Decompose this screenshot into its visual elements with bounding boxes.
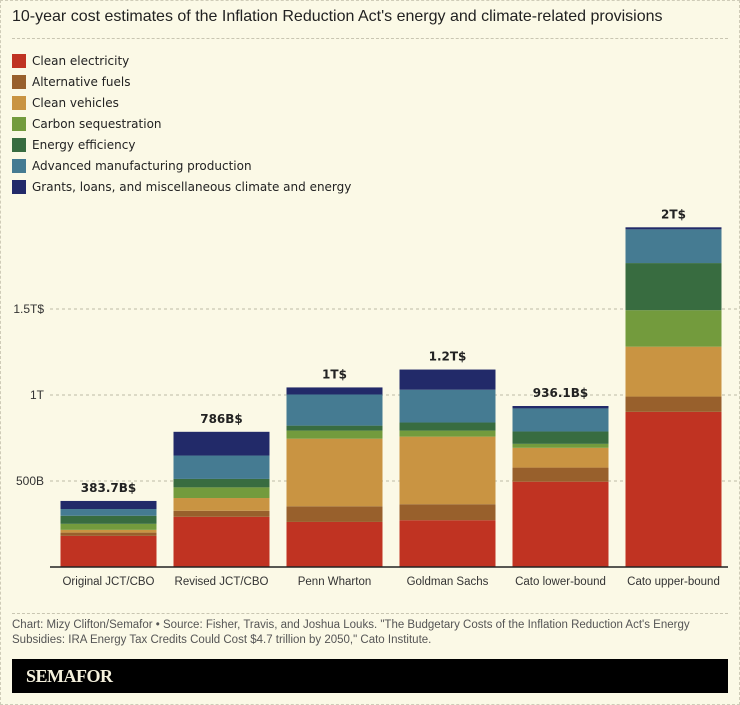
bar-segment — [625, 229, 722, 264]
legend-item: Clean vehicles — [12, 92, 351, 113]
legend-swatch — [12, 179, 26, 194]
legend-label: Advanced manufacturing production — [32, 158, 252, 173]
bar-segment — [173, 498, 270, 511]
bar-segment — [625, 310, 722, 347]
y-tick-label: 1.5T$ — [13, 302, 44, 316]
bar-segment — [173, 516, 270, 567]
bar-segment — [60, 523, 157, 530]
semafor-logo: SEMAFOR — [26, 666, 113, 686]
bar-segment — [173, 487, 270, 499]
total-label: 1T$ — [322, 367, 347, 381]
bar-segment — [173, 510, 270, 517]
bar-segment — [625, 227, 722, 230]
bar-segment — [625, 346, 722, 397]
legend-label: Grants, loans, and miscellaneous climate… — [32, 179, 352, 194]
bar-segment — [512, 481, 609, 567]
bar-segment — [60, 532, 157, 536]
legend-label: Clean electricity — [32, 53, 130, 68]
bar-segment — [625, 263, 722, 311]
x-tick-label: Original JCT/CBO — [62, 576, 154, 588]
legend-swatch — [12, 158, 26, 173]
chart-title: 10-year cost estimates of the Inflation … — [12, 8, 663, 25]
legend-swatch — [12, 116, 26, 131]
bar-segment — [60, 535, 157, 567]
bar-segment — [399, 430, 496, 437]
legend-swatch — [12, 137, 26, 152]
bar-segment — [173, 431, 270, 456]
bar-segment — [399, 369, 496, 390]
legend-swatch — [12, 53, 26, 68]
bar-segment — [286, 387, 383, 395]
legend-item: Grants, loans, and miscellaneous climate… — [12, 176, 351, 197]
bar-segment — [286, 394, 383, 426]
legend-item: Advanced manufacturing production — [12, 155, 351, 176]
divider — [12, 613, 728, 614]
total-label: 2T$ — [661, 207, 686, 221]
total-label: 1.2T$ — [429, 350, 467, 364]
bar-segment — [512, 408, 609, 432]
bar-segment — [286, 438, 383, 507]
y-tick-label: 1T — [30, 388, 45, 402]
bar-segment — [399, 504, 496, 521]
bar-segment — [286, 425, 383, 431]
x-tick-label: Cato upper-bound — [627, 576, 720, 588]
brand-bar: SEMAFOR — [12, 659, 728, 693]
bar-segment — [399, 436, 496, 505]
bar-segment — [60, 515, 157, 524]
bar-segment — [60, 500, 157, 510]
bar-segment — [512, 443, 609, 448]
bar-segment — [625, 411, 722, 567]
bar-segment — [399, 520, 496, 567]
bar-segment — [286, 506, 383, 522]
x-tick-label: Cato lower-bound — [515, 576, 606, 588]
legend-label: Alternative fuels — [32, 74, 131, 89]
bar-segment — [60, 509, 157, 516]
legend-label: Energy efficiency — [32, 137, 136, 152]
legend-item: Alternative fuels — [12, 71, 351, 92]
bar-segment — [512, 447, 609, 468]
bar-segment — [286, 430, 383, 439]
bar-segment — [399, 389, 496, 423]
bar-segment — [60, 529, 157, 533]
y-tick-label: 500B — [16, 474, 44, 488]
legend-item: Carbon sequestration — [12, 113, 351, 134]
bar-segment — [625, 396, 722, 412]
x-tick-label: Goldman Sachs — [407, 576, 489, 588]
bar-segment — [399, 422, 496, 431]
bar-segment — [512, 467, 609, 482]
bar-segment — [173, 478, 270, 488]
total-label: 383.7B$ — [81, 481, 136, 495]
legend-swatch — [12, 74, 26, 89]
legend-label: Carbon sequestration — [32, 116, 162, 131]
source-note: Chart: Mizy Clifton/Semafor • Source: Fi… — [12, 619, 690, 646]
legend-item: Clean electricity — [12, 50, 351, 71]
divider — [12, 38, 728, 39]
bar-segment — [173, 455, 270, 479]
legend: Clean electricity Alternative fuels Clean … — [12, 50, 351, 197]
bar-segment — [512, 406, 609, 409]
bar-segment — [512, 431, 609, 444]
total-label: 936.1B$ — [533, 386, 588, 400]
legend-label: Clean vehicles — [32, 95, 119, 110]
bar-segment — [286, 521, 383, 567]
total-label: 786B$ — [200, 412, 243, 426]
legend-swatch — [12, 95, 26, 110]
legend-item: Energy efficiency — [12, 134, 351, 155]
x-tick-label: Revised JCT/CBO — [175, 576, 269, 588]
x-tick-label: Penn Wharton — [298, 576, 372, 588]
